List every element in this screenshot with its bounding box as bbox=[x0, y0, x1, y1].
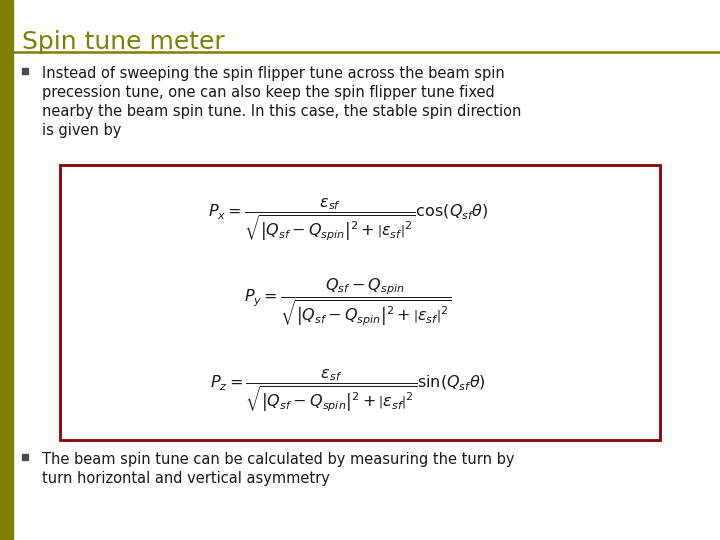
Text: Spin tune meter: Spin tune meter bbox=[22, 30, 225, 54]
Bar bbox=[0, 0, 13, 540]
Text: turn horizontal and vertical asymmetry: turn horizontal and vertical asymmetry bbox=[42, 471, 330, 486]
Text: $P_x = \dfrac{\varepsilon_{sf}}{\sqrt{\left|Q_{sf} - Q_{spin}\right|^2 + \left|\: $P_x = \dfrac{\varepsilon_{sf}}{\sqrt{\l… bbox=[208, 197, 488, 243]
Text: precession tune, one can also keep the spin flipper tune fixed: precession tune, one can also keep the s… bbox=[42, 85, 495, 100]
Text: $P_y = \dfrac{Q_{sf} - Q_{spin}}{\sqrt{\left|Q_{sf} - Q_{spin}\right|^2 + \left|: $P_y = \dfrac{Q_{sf} - Q_{spin}}{\sqrt{\… bbox=[244, 277, 452, 328]
Text: The beam spin tune can be calculated by measuring the turn by: The beam spin tune can be calculated by … bbox=[42, 452, 515, 467]
Text: nearby the beam spin tune. In this case, the stable spin direction: nearby the beam spin tune. In this case,… bbox=[42, 104, 521, 119]
Bar bbox=[22, 454, 28, 460]
Text: Instead of sweeping the spin flipper tune across the beam spin: Instead of sweeping the spin flipper tun… bbox=[42, 66, 505, 81]
Bar bbox=[22, 68, 28, 74]
Text: $P_z = \dfrac{\varepsilon_{sf}}{\sqrt{\left|Q_{sf} - Q_{spin}\right|^2 + \left|\: $P_z = \dfrac{\varepsilon_{sf}}{\sqrt{\l… bbox=[210, 367, 486, 414]
FancyBboxPatch shape bbox=[60, 165, 660, 440]
Text: is given by: is given by bbox=[42, 123, 122, 138]
